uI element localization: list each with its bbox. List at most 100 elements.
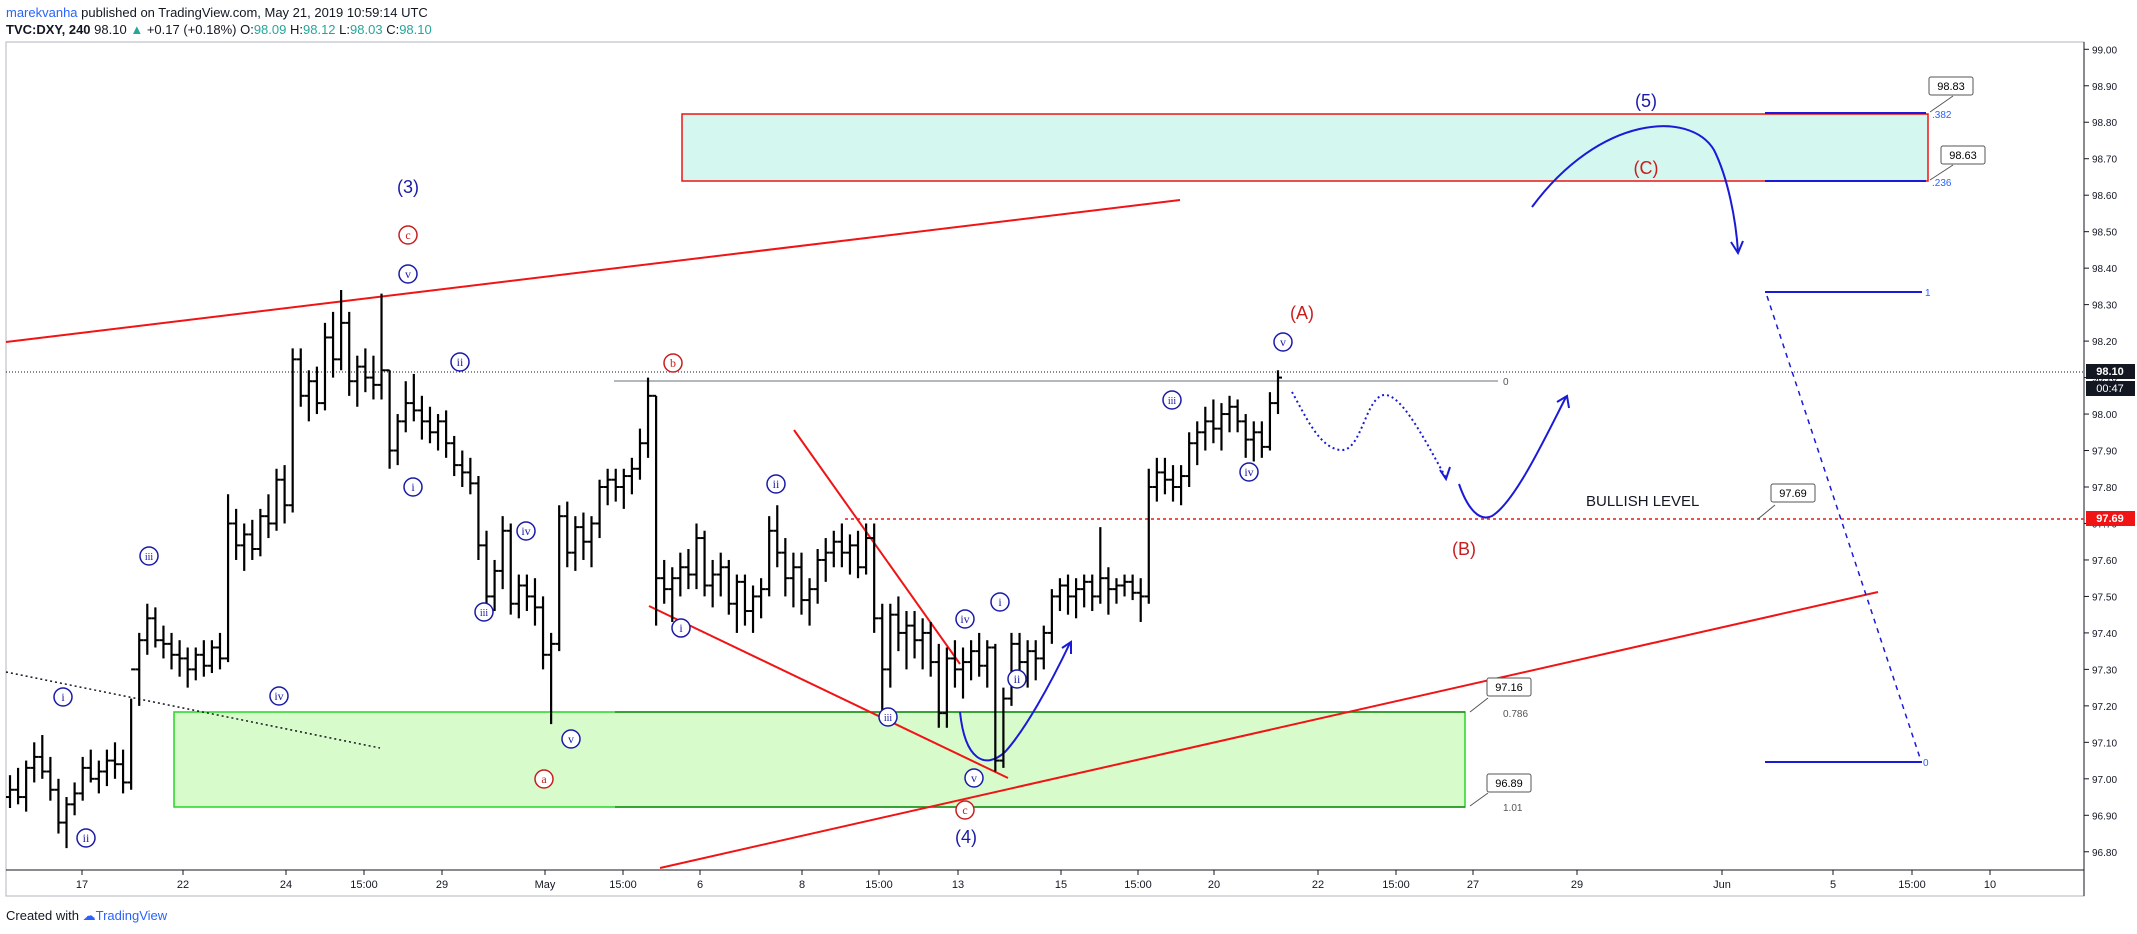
ohlc-bar (14, 767, 23, 805)
wave-label[interactable]: iii (139, 546, 159, 566)
wave-label[interactable]: (C) (1634, 158, 1659, 178)
ohlc-bar (902, 611, 911, 670)
callout-98-63[interactable]: 98.63 (1929, 145, 1986, 181)
wave-label[interactable]: v (398, 264, 418, 284)
upper-channel-line[interactable] (5, 199, 1181, 343)
ohlc-bar (1031, 640, 1040, 681)
wave-label-circle (516, 521, 536, 541)
wave-label[interactable]: i (53, 687, 73, 707)
wave-label-text: iv (521, 524, 530, 538)
ohlc-bar (1152, 457, 1161, 502)
price-bars (6, 290, 1282, 849)
wave-label[interactable]: iii (474, 602, 494, 622)
tradingview-link[interactable]: TradingView (95, 908, 168, 923)
ohlc-bar (829, 530, 838, 568)
support-zone[interactable] (173, 711, 1466, 808)
ohlc-bar (1128, 574, 1137, 601)
wave-label[interactable]: v (964, 768, 984, 788)
wave-label-text: c (405, 228, 410, 242)
ohlc-bar (167, 632, 176, 670)
wave-label-text: iii (145, 552, 154, 563)
price-tick-label: 98.20 (2092, 337, 2117, 348)
wave-label-text: iv (1244, 465, 1253, 479)
wave-label[interactable]: iv (955, 609, 975, 629)
wave-label-text: b (670, 356, 676, 370)
callout-96-89[interactable]: 96.89 (1469, 773, 1532, 807)
ohlc-bar (700, 530, 709, 597)
ohlc-bar (110, 742, 119, 779)
callout-98-83[interactable]: 98.83 (1928, 76, 1974, 113)
ohlc-bar (46, 756, 55, 801)
ohlc-bar (773, 505, 782, 568)
ohlc-bar (490, 559, 499, 612)
ohlc-bar (765, 516, 774, 597)
wave-label[interactable]: v (561, 729, 581, 749)
ohlc-bar (942, 647, 951, 728)
wave-label[interactable]: ii (450, 352, 470, 372)
price-tick-label: 99.00 (2092, 45, 2117, 56)
wave-label[interactable]: i (671, 618, 691, 638)
price-tick-label: 98.80 (2092, 118, 2117, 129)
callout-97-69[interactable]: 97.69 (1757, 483, 1816, 520)
wave-5-arrowhead (1730, 240, 1744, 256)
wave-label[interactable]: b (663, 353, 683, 373)
lower-channel-line[interactable] (659, 591, 1879, 869)
time-tick-label: 27 (1467, 879, 1479, 891)
ohlc-bar (1201, 406, 1210, 451)
wave-label[interactable]: i (403, 477, 423, 497)
ohlc-bar (781, 538, 790, 597)
time-tick-label: 15:00 (350, 879, 378, 891)
ohlc-bar (482, 530, 491, 615)
wave-label[interactable]: ii (1007, 669, 1027, 689)
time-tick-label: 20 (1208, 879, 1220, 891)
ohlc-bar (70, 782, 79, 816)
wave-label[interactable]: (3) (397, 177, 419, 197)
wave-label[interactable]: c (955, 800, 975, 820)
wave-label[interactable]: iv (269, 686, 289, 706)
wave-label[interactable]: iv (1239, 462, 1259, 482)
wave-label[interactable]: a (534, 769, 554, 789)
wave-label-circle (878, 707, 898, 727)
wave-label-circle (398, 225, 418, 245)
ohlc-bar (498, 516, 507, 590)
callout-97-16[interactable]: 97.16 (1469, 677, 1532, 713)
symbol-label[interactable]: TVC:DXY, 240 (6, 22, 91, 37)
dotted-trend-line[interactable] (5, 671, 381, 749)
ohlc-bar (215, 632, 224, 670)
wedge-lower-line[interactable] (648, 605, 1009, 779)
wave-label[interactable]: (5) (1635, 91, 1657, 111)
countdown-tag (2086, 381, 2135, 396)
wedge-upper-line[interactable] (793, 429, 961, 665)
ohlc-bar (1064, 574, 1073, 615)
wave-label[interactable]: (4) (955, 827, 977, 847)
wave-label[interactable]: i (990, 592, 1010, 612)
price-tick-label: 97.60 (2092, 556, 2117, 567)
close-label: C: (386, 22, 400, 37)
wave-label[interactable]: c (398, 225, 418, 245)
wave-label[interactable]: ii (76, 828, 96, 848)
wave-label[interactable]: (B) (1452, 539, 1476, 559)
wave-label[interactable]: iii (1162, 390, 1182, 410)
wave-label[interactable]: iii (878, 707, 898, 727)
ohlc-bar (635, 428, 644, 480)
time-tick-label: 17 (76, 879, 88, 891)
wave-label[interactable]: (A) (1290, 303, 1314, 323)
author-name[interactable]: marekvanha (6, 5, 78, 20)
ohlc-bar (797, 552, 806, 615)
wave-b-up-arrow (1458, 396, 1567, 519)
ohlc-bar (304, 370, 313, 422)
wave-4-up-arrow (959, 642, 1071, 762)
time-axis-ticks: 17 22 24 15:00 29 May 15:00 6 8 15:00 13 15 15:00 20 2… (76, 870, 1996, 891)
wave-label[interactable]: iv (516, 521, 536, 541)
ohlc-bar (950, 640, 959, 688)
ohlc-bar (183, 647, 192, 688)
fib-label-0-right: 0 (1923, 758, 1929, 769)
wave-label[interactable]: v (1273, 332, 1293, 352)
target-zone[interactable] (681, 113, 1929, 182)
time-tick-label: 22 (1312, 879, 1324, 891)
wave-label[interactable]: ii (766, 474, 786, 494)
ohlc-bar (264, 494, 273, 539)
wave-label-text: v (405, 267, 411, 281)
wave-label-text: ii (83, 831, 90, 845)
